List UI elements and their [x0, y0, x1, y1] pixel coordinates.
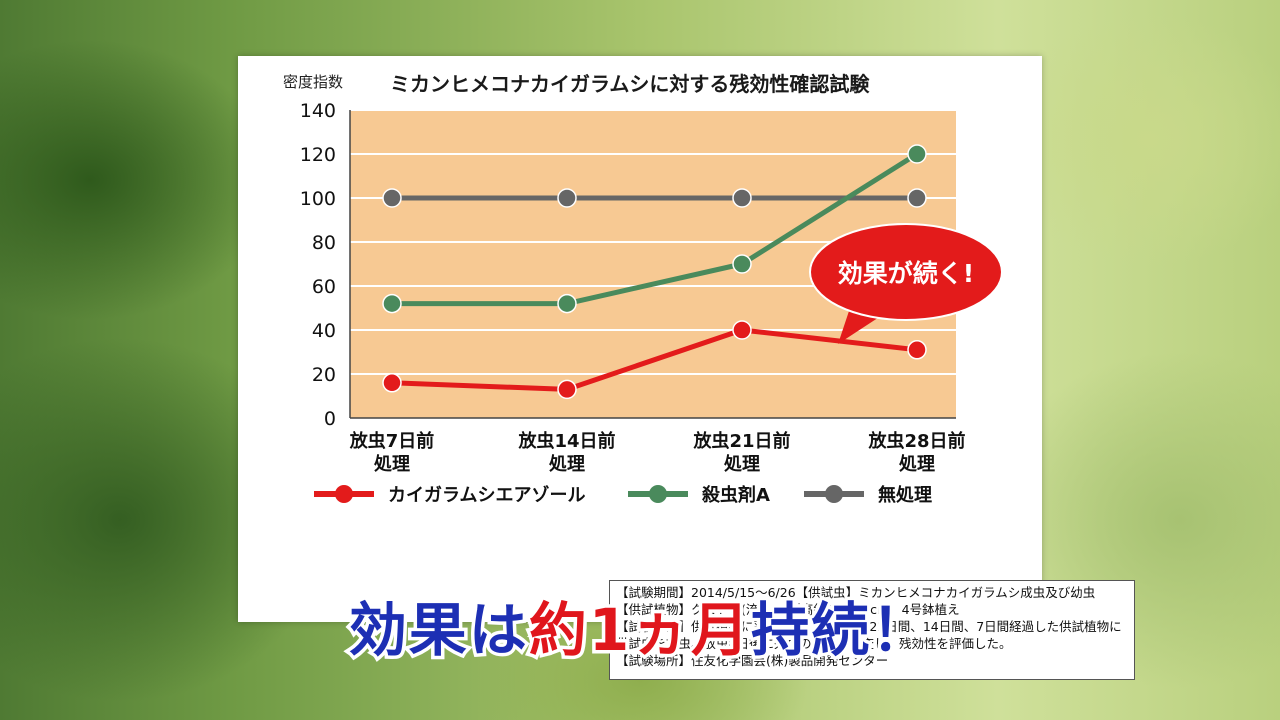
data-point	[732, 188, 752, 208]
x-tick-label: 放虫21日前	[692, 430, 790, 452]
test-notes-box: 【試験期間】2014/5/15〜6/26【供試虫】ミカンヒメコナカイガラムシ成虫…	[609, 580, 1135, 680]
series-line	[392, 151, 919, 307]
note-line: 【供試植物】クロトン(流星)、樹高約30〜40cm 4号鉢植え	[616, 602, 960, 617]
data-point	[907, 340, 927, 360]
data-point	[557, 293, 577, 314]
y-axis-label: 密度指数	[283, 73, 343, 91]
note-line: 【試験場所】住友化学園芸(株)製品開発センター	[616, 653, 889, 668]
y-tick-label: 0	[324, 408, 336, 430]
y-tick-label: 20	[312, 364, 336, 386]
data-point	[907, 144, 927, 164]
legend-label: 無処理	[878, 484, 932, 506]
legend-swatch-marker	[649, 485, 667, 503]
data-point	[732, 320, 752, 340]
y-tick-label: 80	[312, 232, 336, 254]
data-point	[907, 188, 927, 208]
y-tick-label: 60	[312, 276, 336, 298]
y-tick-label: 120	[300, 144, 336, 166]
data-point	[382, 373, 402, 393]
legend-swatch-marker	[335, 485, 353, 503]
x-tick-label: 処理	[374, 453, 410, 475]
x-tick-label: 処理	[549, 453, 585, 475]
data-point	[557, 379, 577, 400]
y-tick-label: 140	[300, 100, 336, 122]
caption-part-2: 約1ヵ月	[525, 593, 752, 668]
note-line: 【試験方法】供試植物に薬剤処理し28日間、21日間、14日間、7日間経過した供試…	[616, 619, 1122, 634]
data-point	[382, 293, 402, 314]
line-chart: 密度指数 ミカンヒメコナカイガラムシに対する残効性確認試験 0 20 40 60 80 100…	[283, 72, 1003, 506]
caption-banner: 効果は約1ヵ月持続！	[0, 593, 1280, 668]
note-line: 供試虫を放虫。放虫8日後に死亡の有無を調査し、残効性を評価した。	[616, 636, 1012, 651]
x-tick-label: 処理	[899, 453, 935, 475]
y-tick-label: 100	[300, 188, 336, 210]
note-line: 【試験期間】2014/5/15〜6/26【供試虫】ミカンヒメコナカイガラムシ成虫…	[616, 585, 1096, 600]
chart-title: ミカンヒメコナカイガラムシに対する残効性確認試験	[390, 72, 870, 96]
x-tick-label: 放虫14日前	[517, 430, 615, 452]
annotation-bubble	[809, 223, 1003, 321]
caption-part-3: 持続！	[748, 593, 933, 668]
legend-swatch-marker	[825, 485, 843, 503]
x-tick-label: 放虫7日前	[349, 430, 435, 452]
data-point	[382, 188, 402, 208]
annotation-text: 効果が続く!	[838, 259, 974, 288]
x-tick-label: 処理	[724, 453, 760, 475]
legend-label: 殺虫剤A	[701, 484, 770, 506]
x-tick-label: 放虫28日前	[867, 430, 965, 452]
caption-part-1: 効果は	[345, 593, 530, 668]
y-tick-label: 40	[312, 320, 336, 342]
chart-panel: 密度指数 ミカンヒメコナカイガラムシに対する残効性確認試験 0 20 40 60 80 100…	[238, 56, 1135, 680]
data-point	[557, 188, 577, 208]
series-line	[391, 327, 918, 392]
data-point	[732, 254, 752, 274]
legend-label: カイガラムシエアゾール	[388, 485, 585, 506]
